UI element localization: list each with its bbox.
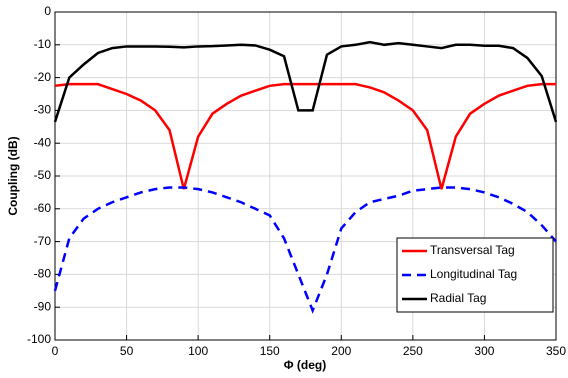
x-tick-label: 100 — [188, 344, 208, 358]
x-axis-label: Φ (deg) — [284, 358, 327, 372]
series-line — [54, 82, 556, 190]
y-tick-label: -90 — [34, 299, 52, 313]
x-tick-label: 300 — [474, 344, 494, 358]
plot-frame — [54, 11, 557, 341]
y-tick-label: -50 — [34, 168, 52, 182]
y-tick-label: -10 — [34, 37, 52, 51]
x-tick-label: 200 — [331, 344, 351, 358]
y-tick-label: -30 — [34, 103, 52, 117]
x-tick-label: 250 — [403, 344, 423, 358]
y-tick-label: -60 — [34, 201, 52, 215]
legend-label: Transversal Tag — [430, 243, 515, 257]
y-tick-label: -20 — [34, 70, 52, 84]
y-tick-label: -100 — [27, 332, 51, 346]
y-tick-label: -80 — [34, 267, 52, 281]
y-tick-label: 0 — [44, 4, 51, 18]
legend-label: Longitudinal Tag — [430, 267, 517, 281]
y-axis-label: Coupling (dB) — [6, 136, 20, 215]
x-tick-label: 350 — [546, 344, 566, 358]
series-line — [53, 186, 557, 314]
y-tick-label: -70 — [34, 234, 52, 248]
x-tick-label: 0 — [52, 344, 59, 358]
x-tick-label: 150 — [260, 344, 280, 358]
legend-label: Radial Tag — [430, 291, 486, 305]
series-line — [53, 40, 558, 123]
x-tick-label: 50 — [120, 344, 134, 358]
y-tick-label: -40 — [34, 135, 52, 149]
